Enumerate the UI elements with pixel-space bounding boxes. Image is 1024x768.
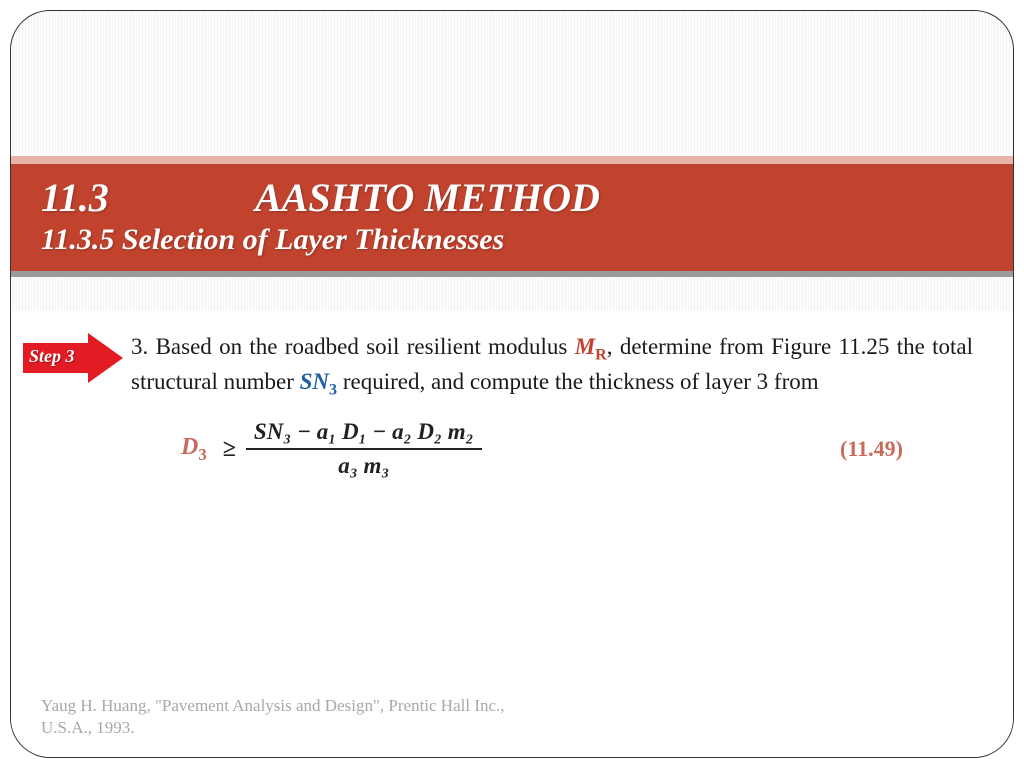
slide-frame: 11.3 AASHTO METHOD 11.3.5 Selection of L… — [10, 10, 1014, 758]
body-paragraph: 3. Based on the roadbed soil resilient m… — [131, 331, 973, 402]
equation-lhs: D3 — [131, 434, 213, 465]
band-main: 11.3 AASHTO METHOD 11.3.5 Selection of L… — [11, 164, 1013, 271]
step-label: Step 3 — [29, 346, 75, 367]
section-number: 11.3 — [41, 174, 251, 221]
equation-denominator: a₃ m₃ — [330, 450, 397, 481]
mr-main: M — [575, 334, 595, 359]
mr-symbol: MR — [575, 334, 607, 359]
title-band: 11.3 AASHTO METHOD 11.3.5 Selection of L… — [11, 156, 1013, 277]
body-text-suffix: required, and compute the thickness of l… — [337, 369, 819, 394]
section-title: AASHTO METHOD — [255, 175, 600, 220]
band-bottom-stripe — [11, 271, 1013, 277]
subsection-title: 11.3.5 Selection of Layer Thicknesses — [41, 223, 983, 257]
content-area: Step 3 3. Based on the roadbed soil resi… — [11, 311, 1013, 757]
body-text-prefix: 3. Based on the roadbed soil resilient m… — [131, 334, 575, 359]
step-arrow: Step 3 — [23, 333, 123, 383]
equation-number: (11.49) — [840, 436, 973, 462]
equation-ge: ≥ — [223, 436, 236, 463]
citation: Yaug H. Huang, "Pavement Analysis and De… — [41, 695, 505, 739]
band-top-stripe — [11, 156, 1013, 164]
citation-line2: U.S.A., 1993. — [41, 718, 135, 737]
equation-row: D3 ≥ SN₃ − a₁ D₁ − a₂ D₂ m₂ a₃ m₃ (11.49… — [131, 418, 973, 482]
citation-line1: Yaug H. Huang, "Pavement Analysis and De… — [41, 696, 505, 715]
sn-symbol: SN3 — [300, 369, 337, 394]
eq-lhs-var: D — [181, 434, 198, 460]
mr-sub: R — [595, 347, 607, 364]
eq-lhs-sub: 3 — [198, 445, 206, 464]
sn-main: SN — [300, 369, 329, 394]
equation-fraction: SN₃ − a₁ D₁ − a₂ D₂ m₂ a₃ m₃ — [246, 418, 482, 482]
equation-numerator: SN₃ − a₁ D₁ − a₂ D₂ m₂ — [246, 418, 482, 449]
sn-sub: 3 — [329, 382, 337, 399]
